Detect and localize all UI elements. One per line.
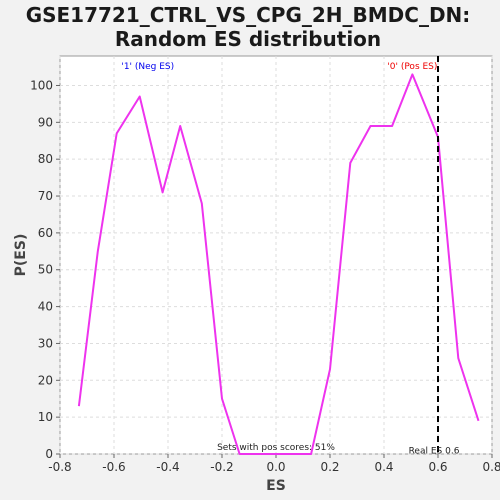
pos-es-label: '0' (Pos ES) bbox=[387, 62, 437, 72]
y-tick-label: 0 bbox=[45, 447, 53, 461]
x-tick-label: 0.8 bbox=[482, 460, 500, 474]
y-axis-label: P(ES) bbox=[13, 234, 29, 277]
chart-title: GSE17721_CTRL_VS_CPG_2H_BMDC_DN: bbox=[26, 3, 471, 27]
y-tick-label: 70 bbox=[38, 189, 53, 203]
y-tick-label: 10 bbox=[38, 410, 53, 424]
x-tick-label: 0.4 bbox=[374, 460, 393, 474]
x-tick-label: -0.6 bbox=[102, 460, 125, 474]
x-tick-label: -0.8 bbox=[48, 460, 71, 474]
x-tick-label: 0.6 bbox=[428, 460, 447, 474]
grid-lines bbox=[59, 56, 493, 455]
real-es-label: Real ES 0.6 bbox=[409, 447, 460, 457]
pos-scores-label: Sets with pos scores: 51% bbox=[217, 443, 335, 453]
axis-ticks: 0 10 20 30 40 50 60 70 80 90 100 -0.8 -0.6 -0.4 -0.2 0.… bbox=[30, 78, 500, 474]
series-line bbox=[77, 73, 480, 455]
y-tick-label: 100 bbox=[30, 78, 53, 92]
x-tick-label: 0.0 bbox=[266, 460, 285, 474]
neg-es-label: '1' (Neg ES) bbox=[121, 62, 174, 72]
y-tick-label: 90 bbox=[38, 115, 53, 129]
y-tick-label: 80 bbox=[38, 152, 53, 166]
y-tick-label: 60 bbox=[38, 226, 53, 240]
y-tick-label: 50 bbox=[38, 263, 53, 277]
y-tick-label: 40 bbox=[38, 300, 53, 314]
x-tick-label: -0.2 bbox=[210, 460, 233, 474]
chart-subtitle: Random ES distribution bbox=[115, 27, 381, 51]
y-tick-label: 30 bbox=[38, 336, 53, 350]
x-axis-label: ES bbox=[266, 478, 286, 494]
x-tick-label: -0.4 bbox=[156, 460, 179, 474]
y-tick-label: 20 bbox=[38, 373, 53, 387]
series-layer bbox=[77, 73, 480, 455]
x-tick-label: 0.2 bbox=[320, 460, 339, 474]
